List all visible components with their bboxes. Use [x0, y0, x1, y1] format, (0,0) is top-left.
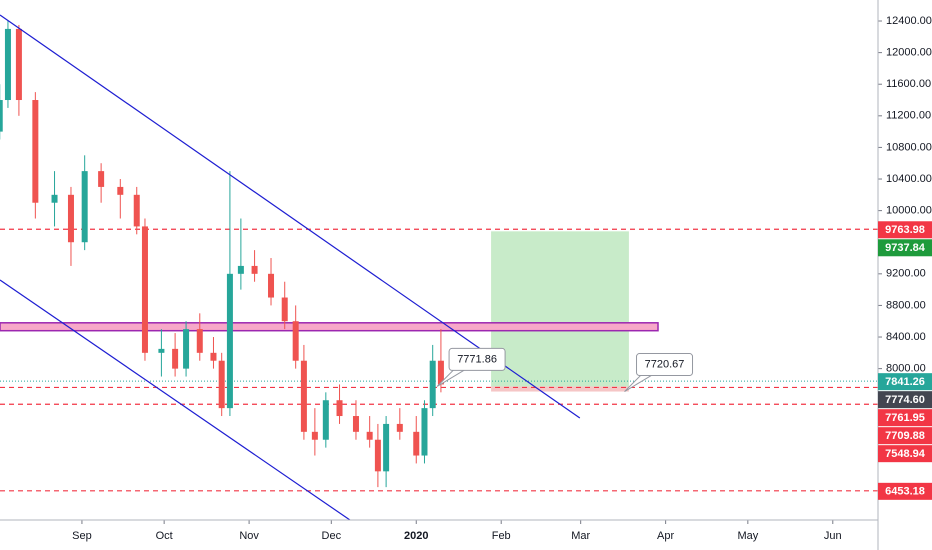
candle-body	[396, 423, 403, 432]
callout-box	[636, 353, 694, 377]
price-badge-label: 7709.88	[885, 430, 925, 442]
y-tick-label: 8400.00	[886, 331, 926, 343]
price-badge-label: 7761.95	[885, 412, 925, 424]
price-badge-label: 9763.98	[885, 224, 925, 236]
x-tick-label: Apr	[657, 530, 674, 542]
candle-body	[158, 348, 165, 353]
candle-body	[226, 273, 233, 409]
price-badge	[878, 239, 932, 257]
candle-body	[352, 416, 359, 432]
price-badge-label: 7841.26	[885, 376, 925, 388]
x-tick-label: May	[737, 530, 758, 542]
candle-body	[421, 408, 428, 456]
price-badge-label: 7548.94	[885, 448, 926, 460]
x-tick-label: Sep	[72, 530, 92, 542]
candle-body	[429, 360, 436, 409]
price-badge-label: 7774.60	[885, 394, 925, 406]
price-badge	[878, 373, 932, 391]
callout-pointer	[624, 373, 655, 392]
callout-pointer	[436, 368, 468, 387]
candle-body	[413, 431, 420, 456]
y-tick-label: 10400.00	[886, 173, 932, 185]
candle-body	[81, 171, 88, 243]
y-tick-label: 12000.00	[886, 47, 932, 59]
x-tick-label: Mar	[571, 530, 590, 542]
candle-body	[172, 348, 179, 369]
candle-body	[251, 265, 258, 274]
candle-body	[311, 431, 318, 440]
price-badge	[878, 391, 932, 409]
y-tick-label: 11600.00	[886, 78, 931, 90]
candle-body	[196, 329, 203, 353]
price-badge-label: 6453.18	[885, 486, 925, 498]
candle-body	[32, 100, 39, 203]
x-tick-label: Dec	[322, 530, 342, 542]
candle-body	[437, 360, 444, 385]
x-tick-label: Feb	[492, 530, 511, 542]
price-badge	[878, 221, 932, 239]
candle-body	[183, 329, 190, 369]
y-tick-label: 11200.00	[886, 110, 931, 122]
x-tick-label: Nov	[239, 530, 259, 542]
price-badge-label: 9737.84	[885, 242, 926, 254]
candle-body	[117, 186, 124, 195]
channel-line	[0, 279, 351, 521]
candle-body	[336, 400, 343, 417]
y-tick-label: 10800.00	[886, 141, 932, 153]
candle-body	[67, 194, 74, 243]
candle-body	[4, 28, 11, 101]
candle-body	[141, 226, 148, 353]
candle-body	[366, 431, 373, 440]
loss-zone	[491, 386, 629, 392]
callout-label: 7771.86	[457, 353, 497, 365]
candle-body	[0, 100, 3, 132]
price-badge	[878, 409, 932, 427]
candle-body	[322, 400, 329, 440]
profit-zone	[491, 231, 629, 387]
candle-body	[51, 194, 58, 203]
y-tick-label: 12400.00	[886, 15, 932, 27]
candle-body	[15, 28, 22, 101]
callout-box	[448, 347, 506, 371]
x-tick-label: 2020	[404, 530, 428, 542]
y-tick-label: 8800.00	[886, 299, 926, 311]
price-badge	[878, 482, 932, 500]
resistance-zone	[0, 322, 659, 332]
candle-body	[383, 423, 390, 472]
price-badge	[878, 445, 932, 463]
candle-body	[374, 439, 381, 472]
candle-body	[268, 273, 275, 298]
y-tick-label: 8000.00	[886, 363, 926, 375]
plot-bg	[0, 0, 878, 520]
y-tick-label: 9200.00	[886, 268, 926, 280]
candle-body	[210, 352, 217, 361]
x-tick-label: Jun	[824, 530, 842, 542]
y-tick-label: 10000.00	[886, 205, 932, 217]
candle-body	[237, 265, 244, 274]
x-tick-label: Oct	[156, 530, 173, 542]
candle-body	[281, 297, 288, 322]
price-badge	[878, 427, 932, 445]
candle-body	[300, 360, 307, 432]
candle-body	[292, 321, 299, 361]
candle-body	[98, 171, 105, 187]
candle-body	[133, 194, 140, 227]
callout-label: 7720.67	[645, 358, 685, 370]
candle-body	[218, 360, 225, 409]
